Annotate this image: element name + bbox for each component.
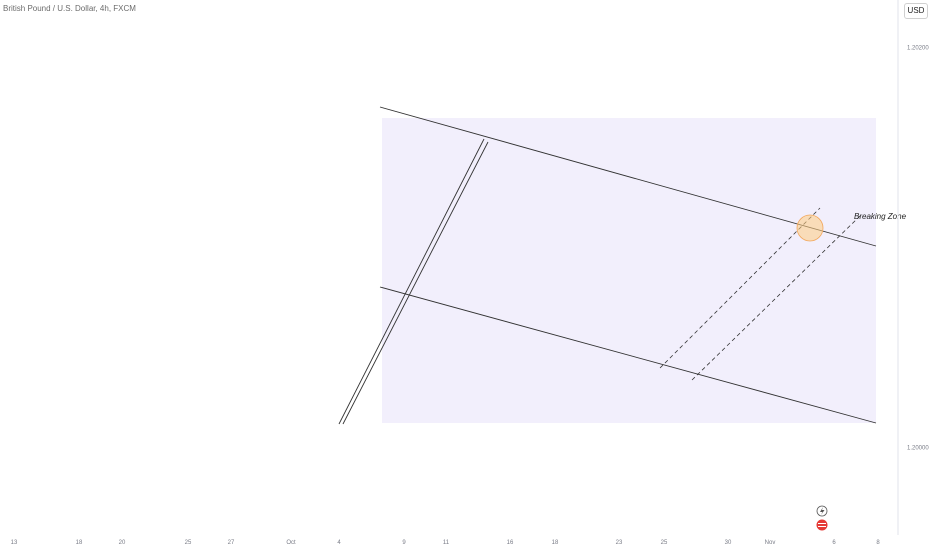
channel-box — [382, 118, 876, 423]
x-tick-label: Oct — [286, 540, 296, 546]
x-tick-label: 4 — [337, 540, 341, 546]
y-tick-label: 1.20000 — [907, 446, 929, 452]
x-tick-label: 11 — [443, 540, 450, 546]
channel-upper-line[interactable] — [379, 106, 877, 247]
breaking-zone-label: Breaking Zone — [854, 212, 907, 221]
lightning-glyph-icon — [820, 507, 825, 515]
x-tick-label: 6 — [832, 540, 836, 546]
channel-lower-line[interactable] — [379, 286, 877, 424]
x-tick-label: Nov — [765, 540, 776, 546]
x-tick-label: 25 — [185, 540, 192, 546]
flag-stripe-icon — [818, 526, 826, 527]
x-tick-label: 23 — [616, 540, 623, 546]
flag-stripe-icon — [818, 523, 826, 524]
x-tick-label: 20 — [119, 540, 126, 546]
x-tick-label: 30 — [725, 540, 732, 546]
y-tick-label: 1.20200 — [907, 46, 929, 52]
x-tick-label: 9 — [402, 540, 406, 546]
breaking-zone-marker[interactable] — [796, 214, 824, 242]
x-tick-label: 16 — [507, 540, 514, 546]
x-tick-label: 18 — [76, 540, 83, 546]
x-tick-label: 25 — [661, 540, 668, 546]
currency-button[interactable]: USD — [904, 3, 928, 19]
x-tick-label: 13 — [11, 540, 18, 546]
trendline-a[interactable] — [338, 138, 485, 425]
rising-channel-upper[interactable] — [659, 207, 821, 369]
x-tick-label: 27 — [228, 540, 235, 546]
x-tick-label: 8 — [876, 540, 880, 546]
us-flag-event-icon[interactable] — [816, 519, 828, 531]
x-tick-label: 18 — [552, 540, 559, 546]
chart-title: British Pound / U.S. Dollar, 4h, FXCM — [3, 4, 136, 13]
trendline-b[interactable] — [342, 141, 489, 425]
